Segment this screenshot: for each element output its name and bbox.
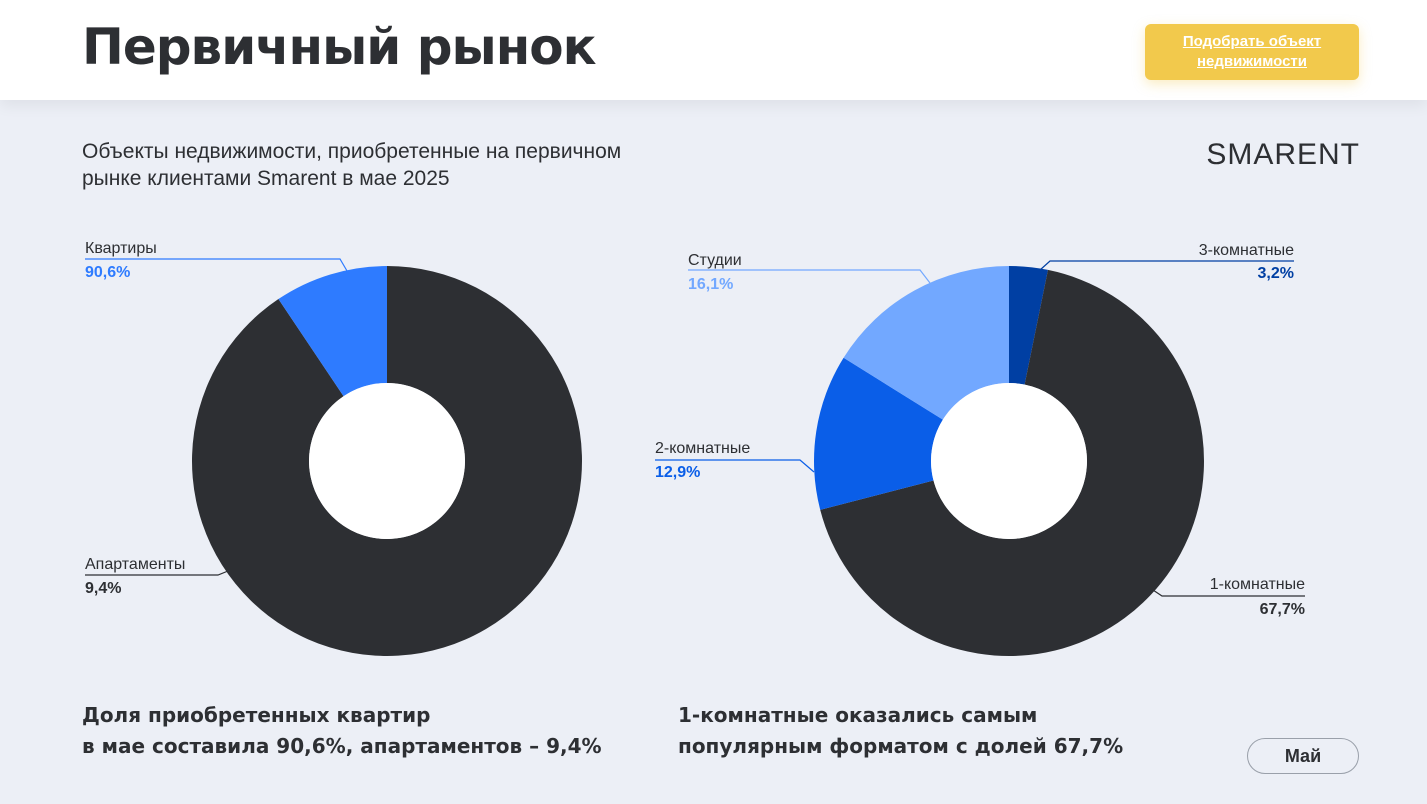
conclusion-right-line1: 1-комнатные оказались самым <box>678 703 1038 727</box>
leader-line-квартиры <box>85 258 351 277</box>
slice-value-1-комнатные: 67,7% <box>1260 601 1305 618</box>
conclusion-right-line2: популярным форматом с долей 67,7% <box>678 734 1124 758</box>
cta-label-line1: Подобрать объект <box>1182 33 1322 50</box>
slice-value-студии: 16,1% <box>688 276 733 293</box>
conclusion-left-line1: Доля приобретенных квартир <box>82 703 431 727</box>
leader-line-3-комнатные <box>1039 260 1294 271</box>
slice-value-2-комнатные: 12,9% <box>655 464 700 481</box>
month-selector-button[interactable]: Май <box>1247 738 1359 774</box>
slice-квартиры <box>191 266 583 656</box>
slice-2-комнатные <box>814 357 943 510</box>
cta-label-line2: недвижимости <box>1197 53 1307 70</box>
page-title: Первичный рынок <box>82 18 597 76</box>
subtitle-line2: рынке клиентами Smarent в мае 2025 <box>82 167 450 190</box>
subtitle-line1: Объекты недвижимости, приобретенные на п… <box>82 140 622 163</box>
slice-label-2-комнатные: 2-комнатные <box>655 440 750 457</box>
donut-chart-room-count: 1-комнатные 67,7% 2-комнатные 12,9% Студии 16… <box>655 242 1305 657</box>
find-property-button[interactable]: Подобрать объект недвижимости <box>1145 24 1359 80</box>
slice-апартаменты <box>278 266 387 397</box>
slice-label-3-комнатные: 3-комнатные <box>1199 242 1294 259</box>
donut-hole <box>931 383 1087 539</box>
slice-студии <box>843 266 1009 420</box>
slice-value-3-комнатные: 3,2% <box>1258 265 1294 282</box>
leader-line-1-комнатные <box>1152 589 1305 597</box>
slice-label-студии: Студии <box>688 252 742 269</box>
slice-label-апартаменты: Апартаменты <box>85 556 185 573</box>
slice-1-комнатные <box>820 269 1204 657</box>
leader-line-студии <box>688 269 931 284</box>
conclusion-right: 1-комнатные оказались самым популярным ф… <box>678 700 1178 762</box>
conclusion-left-line2: в мае составила 90,6%, апартаментов – 9,… <box>82 734 602 758</box>
slice-value-квартиры: 90,6% <box>85 264 130 281</box>
smarent-logo: SMARENT <box>1206 138 1360 171</box>
slice-label-квартиры: Квартиры <box>85 240 157 257</box>
slice-label-1-комнатные: 1-комнатные <box>1210 576 1305 593</box>
leader-line-апартаменты <box>85 570 229 576</box>
leader-line-2-комнатные <box>655 459 815 473</box>
conclusion-left: Доля приобретенных квартир в мае состави… <box>82 700 642 762</box>
slice-3-комнатные <box>1009 266 1048 385</box>
slice-value-апартаменты: 9,4% <box>85 580 121 597</box>
donut-chart-property-type: Квартиры 90,6% Апартаменты 9,4% <box>85 240 583 656</box>
donut-hole <box>309 383 465 539</box>
chart-subtitle: Объекты недвижимости, приобретенные на п… <box>82 138 702 192</box>
header-bar: Первичный рынок Подобрать объект недвижи… <box>0 0 1427 100</box>
